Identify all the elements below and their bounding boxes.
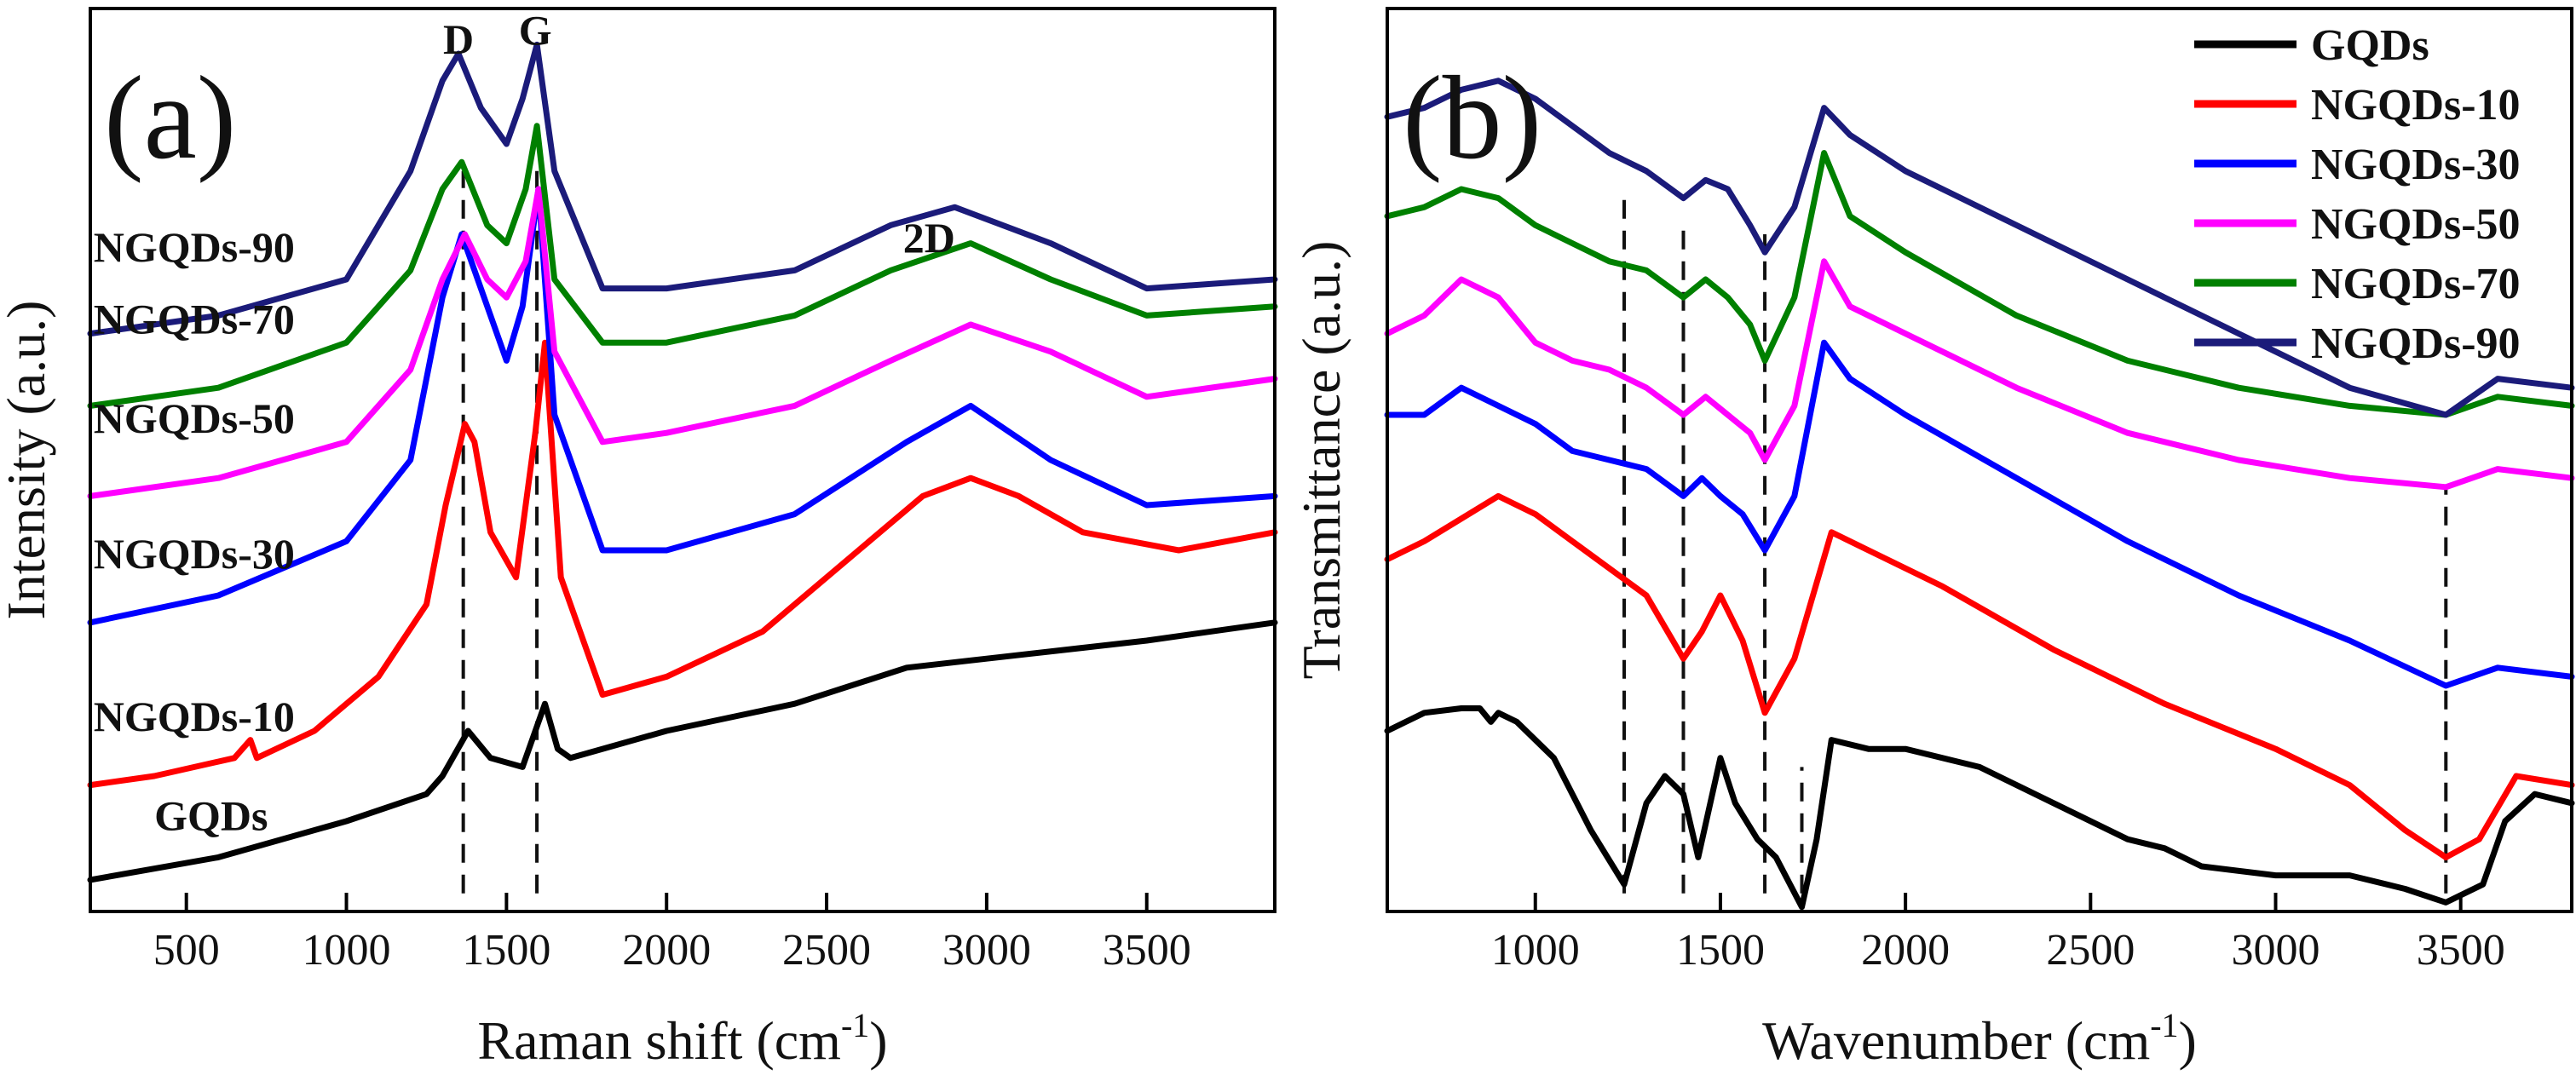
panel-a-x-tick-label: 2000 — [622, 926, 711, 975]
panel-b-series-gqds — [1384, 705, 2575, 911]
panel-a-series-label: GQDs — [154, 792, 268, 840]
panel-a-label: (a) — [104, 52, 236, 184]
panel-b-label: (b) — [1403, 52, 1542, 184]
panel-a-x-tick-label: 500 — [153, 926, 220, 975]
panel-a-series-label: NGQDs-90 — [94, 223, 295, 271]
panel-a-x-tick-label: 1000 — [303, 926, 391, 975]
legend-label-ngqds-90: NGQDs-90 — [2311, 319, 2521, 368]
panel-b-ftir: 1000 1500 2000 2500 3000 3500 GQDs NGQDs-10 NGQ… — [1291, 7, 2575, 1071]
legend-label-ngqds-50: NGQDs-50 — [2311, 200, 2521, 249]
panel-a-x-tick-label: 3500 — [1103, 926, 1191, 975]
legend-label-ngqds-10: NGQDs-10 — [2311, 81, 2521, 129]
panel-a-series-label: NGQDs-70 — [94, 296, 295, 343]
panel-a-x-tick-label: 1500 — [462, 926, 550, 975]
panel-b-x-axis-title: Wavenumber (cm-1) — [1762, 1006, 2197, 1071]
panel-a-x-tick-label: 3000 — [942, 926, 1031, 975]
panel-b-x-tick-label: 3500 — [2417, 926, 2505, 975]
panel-a-series-ngqds-70 — [87, 123, 1278, 409]
panel-a-series-label: NGQDs-30 — [94, 530, 295, 578]
panel-a-y-axis-title: Intensity (a.u.) — [0, 301, 56, 620]
panel-b-series-ngqds-50 — [1384, 258, 2575, 491]
panel-b-series-ngqds-10 — [1384, 492, 2575, 860]
panel-a-x-axis-title: Raman shift (cm-1) — [477, 1006, 887, 1071]
panel-a-series-label: NGQDs-10 — [94, 693, 295, 740]
legend-label-gqds: GQDs — [2311, 21, 2429, 70]
panel-b-series-ngqds-30 — [1384, 339, 2575, 689]
legend-label-ngqds-30: NGQDs-30 — [2311, 141, 2521, 189]
panel-b-x-tick-label: 3000 — [2232, 926, 2320, 975]
panel-b-x-tick-label: 2500 — [2046, 926, 2135, 975]
panel-a-raman: 500 1000 1500 2000 2500 3000 3500 GQDs NGQDs-10… — [0, 6, 1278, 1071]
panel-a-peak-label: 2D — [903, 214, 955, 262]
panel-a-plot-frame — [89, 7, 1276, 913]
panel-b-series-ngqds-70 — [1384, 150, 2575, 418]
panel-b-legend: GQDs NGQDs-10 NGQDs-30 NGQDs-50 NGQDs-70 NGQD… — [2194, 21, 2521, 368]
panel-a-series-gqds — [87, 619, 1278, 883]
panel-a-series-ngqds-50 — [87, 186, 1278, 499]
panel-a-x-tick-label: 2500 — [782, 926, 871, 975]
panel-b-plot-frame — [1386, 7, 2573, 913]
panel-a-series-ngqds-10 — [87, 339, 1278, 789]
panel-b-x-tick-label: 2000 — [1861, 926, 1950, 975]
panel-a-series-label: NGQDs-50 — [94, 394, 295, 442]
panel-b-y-axis-title: Transmittance (a.u.) — [1291, 241, 1351, 680]
panel-a-peak-label: D — [443, 15, 474, 63]
legend-label-ngqds-70: NGQDs-70 — [2311, 260, 2521, 308]
panel-a-peak-label: G — [519, 6, 552, 54]
panel-b-x-tick-label: 1500 — [1676, 926, 1765, 975]
panel-b-x-tick-label: 1000 — [1491, 926, 1580, 975]
panel-a-series-ngqds-90 — [87, 41, 1278, 337]
